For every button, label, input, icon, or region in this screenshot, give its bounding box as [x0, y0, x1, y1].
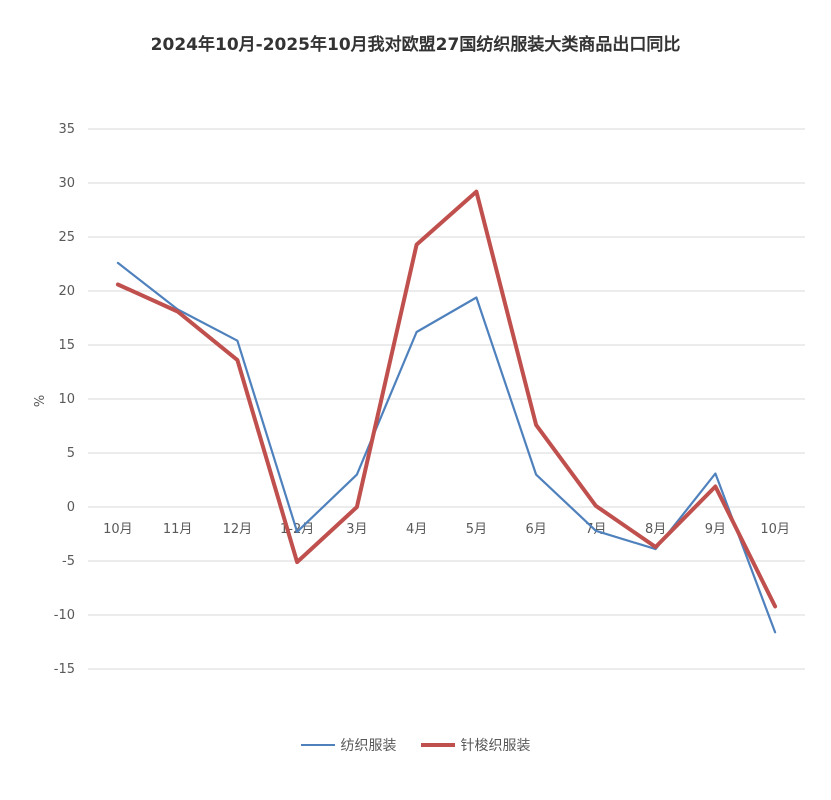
y-tick-label: -5 — [62, 554, 75, 569]
y-axis-ticks: 35 30 25 20 15 10 5 0 -5 -10 -15 — [54, 122, 75, 677]
gridlines — [88, 128, 805, 670]
series-lines — [115, 189, 778, 634]
y-tick-label: 25 — [58, 230, 75, 245]
x-tick-label: 3月 — [346, 522, 367, 537]
y-tick-label: 0 — [67, 500, 75, 515]
x-tick-label: 6月 — [525, 522, 546, 537]
legend-item-knit: 针梭织服装 — [420, 735, 531, 755]
legend-swatch-textile — [300, 744, 335, 746]
y-axis-label: % — [33, 395, 48, 407]
x-tick-label: 12月 — [223, 522, 253, 537]
legend-item-textile: 纺织服装 — [300, 735, 397, 755]
x-tick-label: 5月 — [466, 522, 487, 537]
y-tick-label: 5 — [67, 446, 75, 461]
x-tick-label: 10月 — [103, 522, 133, 537]
chart-title: 2024年10月-2025年10月我对欧盟27国纺织服装大类商品出口同比 — [150, 35, 681, 55]
series-line-knit — [115, 189, 778, 609]
legend-label-knit: 针梭织服装 — [460, 738, 531, 754]
y-tick-label: 35 — [58, 122, 75, 137]
x-tick-label: 4月 — [406, 522, 427, 537]
y-tick-label: -15 — [54, 662, 75, 677]
x-tick-label: 8月 — [645, 522, 666, 537]
x-tick-label: 9月 — [705, 522, 726, 537]
series-line-textile — [116, 261, 777, 634]
x-axis-ticks: 10月 11月 12月 1-2月 3月 4月 5月 6月 7月 8月 9月 10月 — [103, 522, 790, 537]
x-tick-label: 10月 — [760, 522, 790, 537]
y-tick-label: 10 — [58, 392, 75, 407]
legend: 纺织服装 针梭织服装 — [0, 735, 831, 755]
y-tick-label: 20 — [58, 284, 75, 299]
y-tick-label: -10 — [54, 608, 75, 623]
y-tick-label: 15 — [58, 338, 75, 353]
legend-label-textile: 纺织服装 — [340, 738, 397, 754]
legend-swatch-knit — [420, 743, 455, 747]
y-tick-label: 30 — [58, 176, 75, 191]
x-tick-label: 11月 — [163, 522, 193, 537]
